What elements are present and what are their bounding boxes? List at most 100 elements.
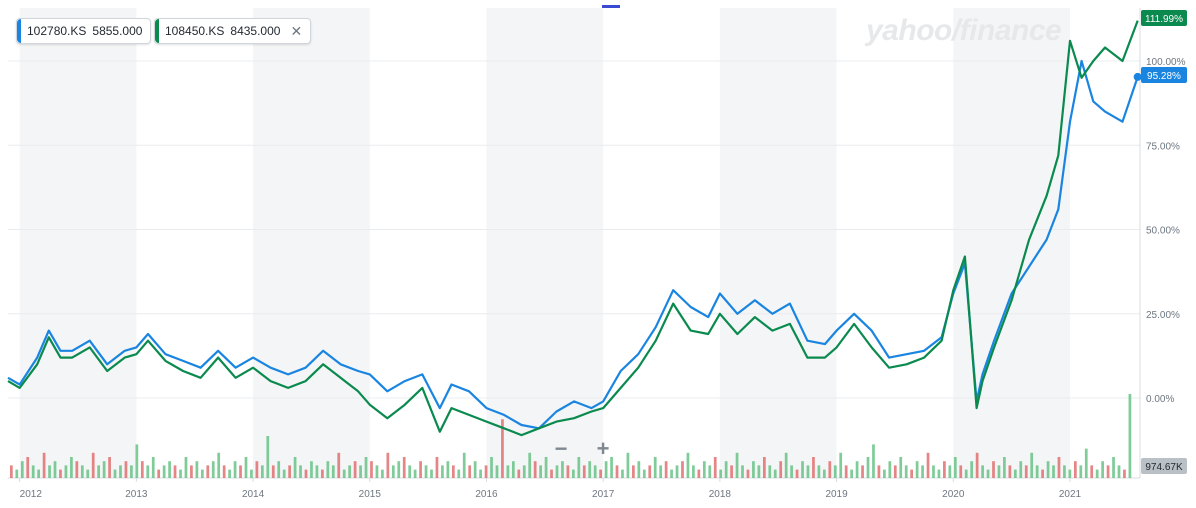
volume-bar (250, 469, 253, 478)
volume-bar (511, 461, 515, 478)
volume-bar (446, 461, 450, 478)
volume-bar (670, 469, 673, 478)
volume-bar (648, 465, 652, 478)
volume-bar (353, 461, 357, 478)
volume-bar (146, 465, 150, 478)
volume-bar (599, 469, 603, 478)
y-tick-label: 25.00% (1146, 310, 1180, 321)
volume-bar (915, 461, 919, 478)
volume-bar (533, 461, 537, 478)
volume-bar (959, 465, 963, 478)
volume-bar (779, 461, 783, 478)
volume-bar (872, 444, 875, 478)
volume-bar (784, 452, 788, 478)
legend-series1[interactable]: 102780.KS 5855.000 (16, 18, 152, 44)
zoom-in-button[interactable]: + (596, 436, 610, 461)
volume-bar (364, 457, 368, 478)
volume-bar (1057, 457, 1061, 478)
volume-bar (222, 465, 226, 478)
volume-badge-text: 974.67K (1145, 462, 1183, 473)
volume-bar (37, 469, 41, 478)
volume-bar (806, 465, 810, 478)
volume-bar (561, 461, 564, 478)
volume-bar (479, 469, 482, 478)
volume-bar (730, 465, 733, 478)
volume-bar (795, 469, 799, 478)
volume-bar (1008, 465, 1012, 478)
volume-bar (501, 419, 504, 478)
volume-bar (626, 452, 630, 478)
volume-bar (724, 461, 728, 478)
volume-bar (888, 461, 892, 478)
volume-bar (91, 452, 95, 478)
volume-bar (342, 469, 346, 478)
volume-bar (588, 461, 592, 478)
volume-bar (495, 465, 499, 478)
volume-bar (1073, 461, 1077, 478)
volume-bar (582, 465, 586, 478)
volume-bar (233, 461, 237, 478)
volume-bar (102, 461, 106, 478)
volume-bar (255, 461, 259, 478)
volume-bar (812, 457, 815, 478)
x-tick-label: 2017 (592, 489, 615, 500)
zoom-out-button[interactable]: − (554, 436, 568, 461)
volume-bar (1003, 457, 1006, 478)
volume-bar (550, 469, 553, 478)
x-tick-label: 2021 (1059, 489, 1082, 500)
volume-bar (741, 465, 744, 478)
volume-bar (773, 469, 777, 478)
volume-bar (632, 465, 635, 478)
series2-last-badge-text: 111.99% (1145, 14, 1183, 25)
volume-bar (539, 465, 542, 478)
close-icon[interactable]: ✕ (290, 22, 303, 39)
volume-bar (370, 461, 373, 478)
volume-bar (932, 465, 935, 478)
volume-bar (468, 465, 472, 478)
year-band (953, 8, 1070, 478)
volume-bar (190, 465, 193, 478)
volume-bar (266, 436, 270, 478)
year-band (253, 8, 370, 478)
volume-bar (1128, 394, 1132, 478)
volume-bar (326, 461, 330, 478)
volume-bar (260, 465, 264, 478)
volume-bar (555, 465, 559, 478)
volume-bar (566, 465, 570, 478)
volume-bar (1041, 469, 1044, 478)
series2-last-badge: 111.99% (1141, 10, 1187, 26)
volume-bar (572, 469, 575, 478)
volume-bar (757, 465, 761, 478)
volume-bar (424, 465, 428, 478)
zoom-controls: − + (548, 436, 616, 462)
y-tick-label: 0.00% (1146, 394, 1174, 405)
volume-bar (883, 469, 886, 478)
series1-last-badge-bg (1141, 67, 1187, 83)
volume-bar (1030, 452, 1034, 478)
volume-bar (517, 469, 521, 478)
volume-bar (42, 452, 46, 478)
volume-bar (1117, 465, 1121, 478)
volume-bar (877, 465, 881, 478)
volume-bar (26, 457, 30, 478)
volume-bar (130, 465, 133, 478)
volume-bar (828, 461, 832, 478)
volume-bar (70, 457, 73, 478)
legend-series2[interactable]: 108450.KS 8435.000 ✕ (154, 18, 312, 44)
year-band (486, 8, 604, 478)
volume-bar (113, 469, 117, 478)
volume-bar (228, 469, 231, 478)
x-tick-label: 2014 (242, 489, 265, 500)
volume-bar (910, 469, 914, 478)
volume-bar (271, 465, 275, 478)
volume-bar (653, 457, 657, 478)
volume-bar (997, 465, 1001, 478)
series1-symbol: 102780.KS (27, 24, 87, 38)
x-tick-label: 2019 (825, 489, 848, 500)
y-tick-label: 75.00% (1146, 141, 1180, 152)
volume-bar (948, 465, 952, 478)
volume-bar (140, 461, 144, 478)
volume-bar (435, 457, 439, 478)
volume-bar (1095, 469, 1099, 478)
